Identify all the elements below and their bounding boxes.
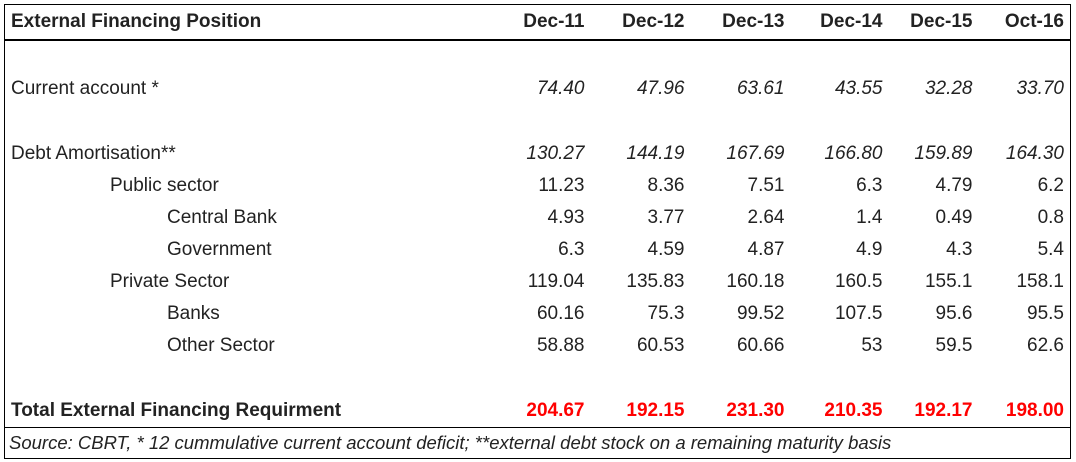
row-label: Banks <box>4 298 471 330</box>
table-cell: 58.88 <box>536 335 585 356</box>
table-cell: 160.18 <box>726 271 785 292</box>
table-cell: 47.96 <box>636 78 685 99</box>
row-label: Current account * <box>4 73 471 105</box>
total-cell: 198.00 <box>978 395 1071 428</box>
table-cell: 0.8 <box>978 202 1071 234</box>
table-cell: 8.36 <box>647 175 685 196</box>
source-row: Source: CBRT, * 12 cummulative current a… <box>4 427 1071 459</box>
financing-table-container: External Financing Position Dec-11 Dec-1… <box>4 4 1071 459</box>
spacer-row <box>4 40 1071 73</box>
table-cell: 6.2 <box>978 170 1071 202</box>
total-cell: 210.35 <box>824 400 883 421</box>
total-cell: 192.17 <box>914 400 973 421</box>
table-cell: 63.61 <box>736 78 785 99</box>
table-cell: 60.66 <box>736 335 785 356</box>
table-row: Debt Amortisation** 130.27 144.19 167.69… <box>4 138 1071 170</box>
column-header: Dec-11 <box>470 4 591 41</box>
table-cell: 159.89 <box>914 143 973 164</box>
table-cell: 4.3 <box>946 239 973 260</box>
table-cell: 160.5 <box>834 271 883 292</box>
table-cell: 95.5 <box>978 298 1071 330</box>
table-cell: 107.5 <box>834 303 883 324</box>
table-cell: 75.3 <box>647 303 685 324</box>
table-cell: 3.77 <box>647 207 685 228</box>
table-cell: 130.27 <box>526 143 585 164</box>
table-cell: 5.4 <box>978 234 1071 266</box>
table-cell: 99.52 <box>736 303 785 324</box>
column-header: Dec-15 <box>888 4 979 41</box>
row-label: Private Sector <box>4 266 471 298</box>
row-label: Government <box>4 234 471 266</box>
table-row: Public sector 11.23 8.36 7.51 6.3 4.79 6… <box>4 170 1071 202</box>
total-cell: 204.67 <box>526 400 585 421</box>
row-label: Debt Amortisation** <box>4 138 471 170</box>
table-cell: 135.83 <box>626 271 685 292</box>
table-cell: 11.23 <box>538 175 585 196</box>
table-cell: 4.79 <box>935 175 973 196</box>
table-row: Government 6.3 4.59 4.87 4.9 4.3 5.4 <box>4 234 1071 266</box>
table-row: Banks 60.16 75.3 99.52 107.5 95.6 95.5 <box>4 298 1071 330</box>
table-cell: 60.53 <box>636 335 685 356</box>
table-cell: 33.70 <box>978 73 1071 105</box>
column-header: Dec-14 <box>790 4 889 41</box>
table-row: Central Bank 4.93 3.77 2.64 1.4 0.49 0.8 <box>4 202 1071 234</box>
table-cell: 4.9 <box>856 239 883 260</box>
column-header: Dec-12 <box>590 4 691 41</box>
source-note: Source: CBRT, * 12 cummulative current a… <box>4 427 1071 459</box>
table-cell: 74.40 <box>536 78 585 99</box>
table-cell: 6.3 <box>856 175 883 196</box>
table-row: Private Sector 119.04 135.83 160.18 160.… <box>4 266 1071 298</box>
table-cell: 167.69 <box>726 143 785 164</box>
table-cell: 7.51 <box>747 175 785 196</box>
table-cell: 166.80 <box>824 143 883 164</box>
column-header: Dec-13 <box>690 4 791 41</box>
table-cell: 4.59 <box>647 239 685 260</box>
row-label: Public sector <box>4 170 471 202</box>
total-cell: 231.30 <box>726 400 785 421</box>
table-cell: 1.4 <box>856 207 883 228</box>
table-cell: 119.04 <box>527 271 585 292</box>
row-label: Central Bank <box>4 202 471 234</box>
spacer-row <box>4 105 1071 138</box>
total-label: Total External Financing Requirment <box>4 395 471 428</box>
header-row: External Financing Position Dec-11 Dec-1… <box>4 4 1071 41</box>
table-cell: 32.28 <box>924 78 973 99</box>
row-label: Other Sector <box>4 330 471 362</box>
table-row: Current account * 74.40 47.96 63.61 43.5… <box>4 73 1071 105</box>
table-cell: 62.6 <box>978 330 1071 362</box>
table-cell: 6.3 <box>558 239 585 260</box>
table-cell: 59.5 <box>935 335 973 356</box>
total-cell: 192.15 <box>626 400 685 421</box>
table-cell: 164.30 <box>978 138 1071 170</box>
spacer-row <box>4 362 1071 395</box>
table-title: External Financing Position <box>4 4 471 41</box>
table-cell: 4.93 <box>547 207 585 228</box>
table-cell: 53 <box>861 335 883 356</box>
table-cell: 155.1 <box>924 271 973 292</box>
table-cell: 144.19 <box>626 143 685 164</box>
total-row: Total External Financing Requirment 204.… <box>4 395 1071 428</box>
column-header: Oct-16 <box>978 4 1071 41</box>
table-row: Other Sector 58.88 60.53 60.66 53 59.5 6… <box>4 330 1071 362</box>
table-cell: 43.55 <box>834 78 883 99</box>
table-cell: 158.1 <box>978 266 1071 298</box>
table-cell: 0.49 <box>935 207 973 228</box>
table-cell: 95.6 <box>935 303 973 324</box>
table-cell: 2.64 <box>747 207 785 228</box>
table-cell: 60.16 <box>536 303 585 324</box>
external-financing-table: External Financing Position Dec-11 Dec-1… <box>4 4 1071 459</box>
table-cell: 4.87 <box>747 239 785 260</box>
